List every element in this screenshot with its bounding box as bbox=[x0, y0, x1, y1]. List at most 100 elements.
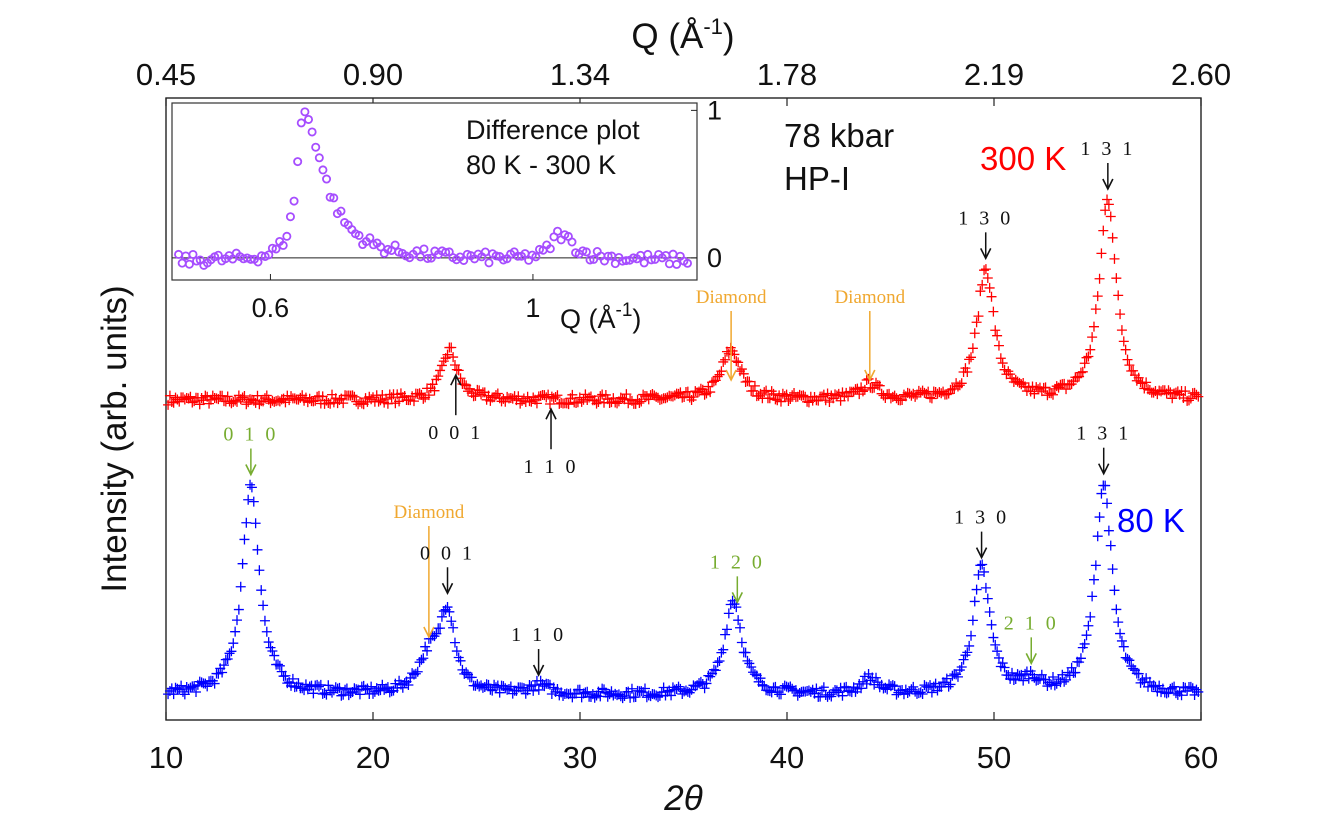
hkl-label: 1 3 0 bbox=[954, 507, 1009, 529]
top-axis-title-main: Q (Å bbox=[631, 17, 704, 56]
data-point bbox=[435, 365, 445, 375]
hkl-annotation: 0 1 0 bbox=[223, 424, 278, 475]
x-axis-title: 2θ bbox=[663, 779, 702, 818]
data-point bbox=[970, 328, 980, 338]
data-point bbox=[966, 631, 976, 641]
data-point bbox=[230, 627, 240, 637]
data-point bbox=[1109, 585, 1119, 595]
data-point bbox=[254, 565, 264, 575]
hkl-annotation: 1 3 0 bbox=[954, 507, 1009, 558]
data-point bbox=[1115, 629, 1125, 639]
data-point bbox=[450, 638, 460, 648]
data-point bbox=[232, 615, 242, 625]
data-point bbox=[968, 615, 978, 625]
inset-x-axis-title-close: ) bbox=[632, 304, 641, 334]
data-point bbox=[975, 286, 985, 296]
data-point bbox=[977, 559, 987, 569]
hkl-annotation: 1 2 0 bbox=[710, 551, 765, 602]
data-point bbox=[1095, 274, 1105, 284]
top-tick-label: 0.90 bbox=[343, 57, 403, 92]
difference-inset: 0.6 101 Difference plot 80 K - 300 K Q (Å… bbox=[172, 95, 722, 334]
data-point bbox=[1123, 355, 1133, 365]
data-point bbox=[972, 317, 982, 327]
x-tick-label: 10 bbox=[149, 740, 183, 775]
data-point bbox=[994, 341, 1004, 351]
data-point bbox=[1095, 512, 1105, 522]
data-point bbox=[247, 482, 257, 492]
data-point bbox=[988, 307, 998, 317]
data-point bbox=[981, 264, 991, 274]
data-point bbox=[1087, 332, 1097, 342]
data-point bbox=[1091, 304, 1101, 314]
hkl-label: 2 1 0 bbox=[1004, 612, 1059, 634]
data-point bbox=[1098, 226, 1108, 236]
x-tick-label: 30 bbox=[563, 740, 597, 775]
data-point bbox=[249, 497, 259, 507]
top-tick-label: 0.45 bbox=[136, 57, 196, 92]
data-point bbox=[722, 624, 732, 634]
top-tick-label: 2.19 bbox=[964, 57, 1024, 92]
data-point bbox=[718, 357, 728, 367]
hkl-annotation: 1 3 0 bbox=[958, 207, 1013, 258]
series-label-80k: 80 K bbox=[1117, 502, 1185, 539]
data-point bbox=[741, 648, 751, 658]
data-point bbox=[972, 585, 982, 595]
hkl-label: 1 3 1 bbox=[1080, 138, 1135, 160]
data-point bbox=[452, 365, 462, 375]
data-point bbox=[731, 356, 741, 366]
data-point bbox=[983, 594, 993, 604]
data-point bbox=[1104, 526, 1114, 536]
data-point bbox=[1108, 564, 1118, 574]
hkl-label: 0 0 1 bbox=[420, 542, 475, 564]
data-point bbox=[1119, 336, 1129, 346]
series-80k bbox=[163, 480, 1203, 703]
x-tick-label: 50 bbox=[977, 740, 1011, 775]
data-point bbox=[1089, 322, 1099, 332]
hkl-annotation: 1 1 0 bbox=[524, 409, 579, 478]
data-point bbox=[985, 607, 995, 617]
data-point bbox=[968, 343, 978, 353]
data-point bbox=[1089, 575, 1099, 585]
data-point bbox=[260, 616, 270, 626]
data-point bbox=[239, 534, 249, 544]
x-axis: 10 20 30 40 50 60 bbox=[149, 712, 1218, 775]
hkl-label: 1 1 0 bbox=[511, 624, 566, 646]
hkl-label: 1 3 0 bbox=[958, 207, 1013, 229]
data-point bbox=[737, 638, 747, 648]
data-point bbox=[1106, 211, 1116, 221]
data-point bbox=[981, 583, 991, 593]
data-point bbox=[998, 358, 1008, 368]
diffraction-figure: 1 3 11 3 00 0 11 1 0Diamond Diamond0 1 0D… bbox=[0, 0, 1329, 820]
top-axis-title-sup: -1 bbox=[703, 14, 723, 39]
inset-x-axis-title: Q (Å-1) bbox=[560, 300, 641, 334]
data-point bbox=[735, 623, 745, 633]
data-point bbox=[1113, 617, 1123, 627]
hkl-annotation: 1 3 1 bbox=[1076, 423, 1131, 474]
data-point bbox=[1115, 309, 1125, 319]
data-point bbox=[262, 627, 272, 637]
inset-x-tick-label: 1 bbox=[525, 293, 540, 323]
data-point bbox=[960, 650, 970, 660]
y-axis-title: Intensity (arb. units) bbox=[95, 285, 134, 592]
data-point bbox=[966, 352, 976, 362]
data-point bbox=[1082, 630, 1092, 640]
hkl-label: 1 2 0 bbox=[710, 551, 765, 573]
hkl-label: 1 3 1 bbox=[1076, 423, 1131, 445]
diamond-label: Diamond bbox=[696, 287, 767, 308]
top-tick-label: 1.78 bbox=[757, 57, 817, 92]
data-point bbox=[1085, 612, 1095, 622]
data-point bbox=[720, 630, 730, 640]
data-point bbox=[964, 354, 974, 364]
data-point bbox=[251, 518, 261, 528]
data-point bbox=[452, 646, 462, 656]
data-point bbox=[236, 582, 246, 592]
diamond-annotation: Diamond bbox=[696, 287, 767, 380]
data-point bbox=[234, 605, 244, 615]
data-point bbox=[970, 596, 980, 606]
data-point bbox=[1109, 254, 1119, 264]
inset-title-line2: 80 K - 300 K bbox=[466, 150, 616, 180]
data-point bbox=[238, 559, 248, 569]
data-point bbox=[992, 646, 1002, 656]
inset-x-axis-title-main: Q (Å bbox=[560, 303, 616, 334]
diamond-annotation: Diamond bbox=[834, 287, 905, 380]
